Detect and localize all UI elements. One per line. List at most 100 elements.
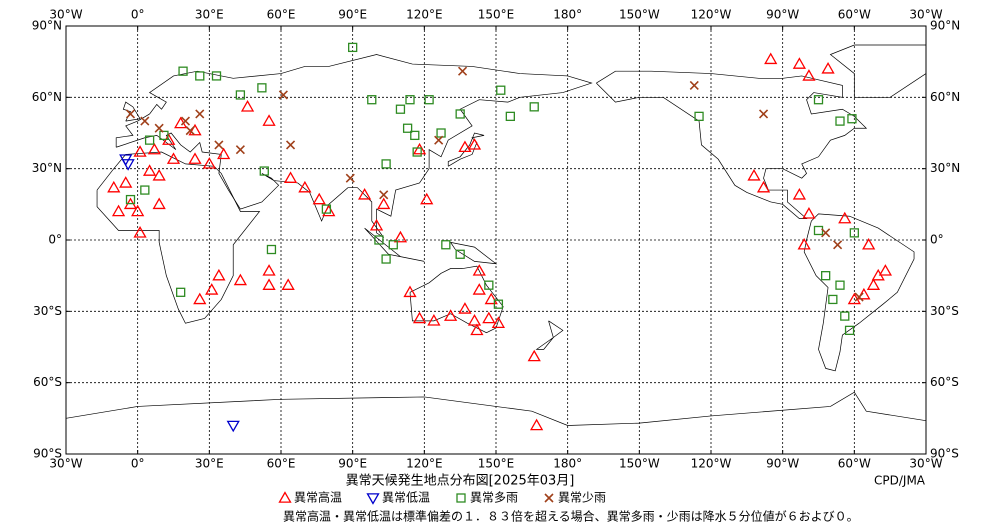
x-tick-label: 150°E	[478, 8, 515, 22]
legend-label: 異常少雨	[558, 491, 606, 505]
marker	[152, 168, 166, 181]
marker	[854, 292, 864, 302]
marker	[484, 292, 498, 305]
coastline	[364, 227, 425, 262]
marker	[472, 264, 486, 276]
marker	[226, 420, 240, 433]
x-tick-label: 180°	[553, 8, 582, 22]
y-tick-label: 0°	[930, 233, 944, 247]
marker	[792, 57, 807, 69]
marker	[377, 197, 391, 210]
map-title: 異常天候発生地点分布図[2025年03月]	[346, 474, 575, 489]
coastline	[115, 54, 593, 238]
x-tick-label: 0°	[131, 457, 145, 471]
marker	[496, 85, 506, 95]
marker	[188, 152, 202, 164]
marker	[357, 188, 372, 200]
marker	[838, 211, 852, 224]
marker	[166, 152, 181, 164]
marker	[441, 240, 451, 250]
marker	[529, 418, 544, 431]
marker	[878, 264, 893, 276]
marker	[159, 130, 169, 141]
marker	[285, 140, 296, 150]
x-tick-label: 30°E	[195, 457, 224, 471]
marker	[455, 109, 465, 119]
marker	[866, 278, 881, 290]
coastline	[450, 242, 498, 265]
marker	[321, 204, 332, 214]
legend-label: 異常低温	[382, 491, 430, 505]
x-tick-label: 150°W	[619, 457, 660, 471]
marker	[505, 111, 515, 122]
x-tick-label: 0°	[131, 8, 145, 22]
legend-marker	[366, 493, 380, 505]
marker	[802, 207, 816, 219]
marker	[235, 145, 245, 155]
coastlines	[65, 44, 927, 426]
marker	[188, 123, 202, 136]
marker	[195, 71, 205, 81]
marker	[482, 311, 496, 324]
marker	[144, 135, 155, 145]
marker	[381, 159, 391, 169]
marker	[217, 147, 231, 160]
marker	[694, 111, 704, 122]
marker	[266, 244, 277, 255]
marker	[119, 176, 133, 188]
marker	[262, 278, 276, 290]
legend-label: 異常多雨	[470, 491, 518, 505]
marker	[484, 280, 494, 290]
marker	[369, 218, 384, 231]
marker	[180, 116, 191, 126]
marker	[176, 287, 186, 297]
marker	[835, 116, 845, 126]
marker	[278, 90, 288, 100]
marker	[467, 314, 482, 326]
x-tick-label: 90°E	[338, 457, 367, 471]
marker	[862, 237, 876, 250]
marker	[240, 100, 255, 112]
coastline	[96, 151, 261, 324]
marker	[193, 292, 207, 305]
marker	[493, 299, 504, 309]
marker	[111, 204, 126, 217]
marker	[689, 80, 699, 91]
marker	[457, 66, 468, 76]
marker	[402, 123, 413, 133]
marker	[121, 159, 135, 171]
marker	[393, 230, 408, 243]
marker	[405, 95, 415, 105]
y-tick-label: 30°N	[32, 161, 62, 175]
coastline	[829, 44, 927, 98]
marker	[797, 237, 811, 250]
marker	[214, 140, 224, 150]
marker	[381, 254, 391, 264]
y-tick-label: 30°S	[930, 304, 959, 318]
x-tick-label: 150°E	[478, 457, 515, 471]
marker	[747, 168, 761, 181]
marker	[345, 173, 355, 183]
marker	[427, 314, 441, 326]
marker	[367, 95, 377, 105]
x-tick-label: 30°W	[49, 8, 82, 22]
y-tick-label: 90°S	[33, 447, 62, 461]
legend-label: 異常高温	[294, 490, 342, 505]
x-tick-label: 30°W	[909, 457, 942, 471]
marker	[529, 102, 539, 112]
marker	[758, 109, 769, 119]
coastline	[409, 265, 504, 334]
marker	[764, 52, 778, 65]
marker	[185, 126, 195, 136]
marker	[849, 228, 859, 238]
marker	[835, 280, 845, 290]
x-tick-label: 90°W	[766, 457, 799, 471]
y-tick-label: 60°S	[930, 375, 959, 389]
y-tick-label: 30°S	[33, 304, 62, 318]
x-tick-label: 120°E	[406, 457, 443, 471]
marker	[147, 142, 162, 155]
marker	[322, 204, 336, 217]
marker	[178, 66, 188, 76]
marker	[828, 294, 838, 305]
legend-marker	[456, 493, 466, 503]
